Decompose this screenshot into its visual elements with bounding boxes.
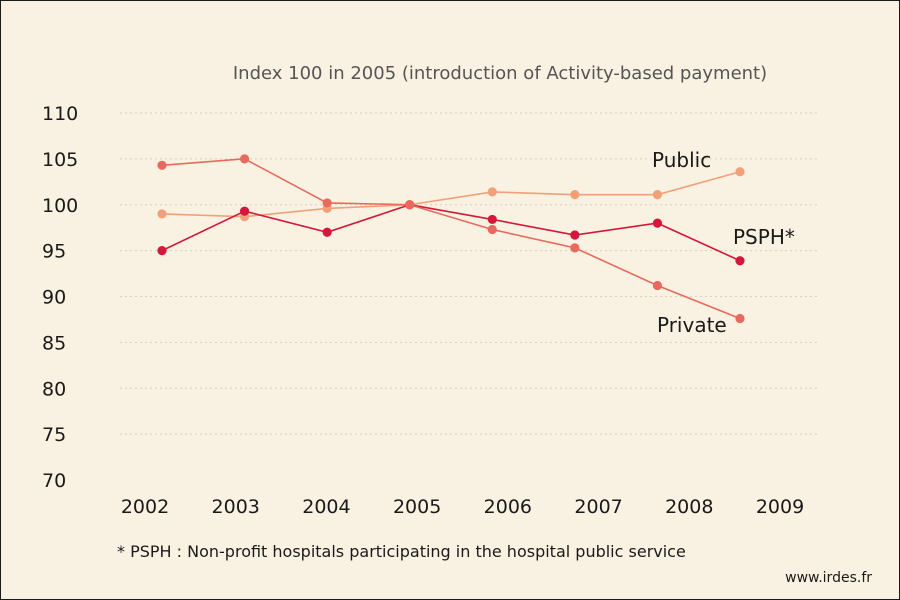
data-point <box>239 154 250 164</box>
y-tick-label: 110 <box>42 103 78 125</box>
x-tick-label: 2003 <box>212 496 260 518</box>
series-label: Public <box>652 148 711 172</box>
x-tick-label: 2006 <box>484 496 532 518</box>
x-tick-label: 2009 <box>756 496 804 518</box>
series-private <box>157 154 745 324</box>
chart-subtitle: Index 100 in 2005 (introduction of Activ… <box>233 63 767 84</box>
x-tick-label: 2007 <box>574 496 622 518</box>
data-point <box>157 160 167 170</box>
x-tick-label: 2004 <box>302 496 350 518</box>
x-tick-label: 2005 <box>393 496 441 518</box>
data-point <box>487 224 497 235</box>
data-point <box>405 200 415 210</box>
y-tick-label: 75 <box>42 424 66 446</box>
data-point <box>570 190 580 200</box>
series-line <box>161 158 741 320</box>
data-point <box>322 198 332 208</box>
data-point <box>735 167 745 177</box>
data-point <box>652 218 663 228</box>
data-point <box>735 256 745 266</box>
data-point <box>735 313 745 324</box>
series-group <box>157 154 745 324</box>
y-axis-ticks: 70 75 80 85 90 95 100 105 110 <box>42 103 78 492</box>
data-point <box>157 209 167 219</box>
y-tick-label: 90 <box>42 287 66 309</box>
y-tick-label: 105 <box>42 149 78 171</box>
series-line <box>161 203 741 262</box>
series-labels: Public PSPH* Private <box>652 148 795 337</box>
series-label: Private <box>657 313 727 337</box>
y-tick-label: 95 <box>42 241 66 263</box>
data-point <box>322 227 332 237</box>
y-tick-label: 100 <box>42 195 78 217</box>
y-tick-label: 80 <box>42 378 66 400</box>
data-point <box>157 246 167 256</box>
source-link[interactable]: www.irdes.fr <box>785 570 872 586</box>
data-point <box>570 243 580 253</box>
y-tick-label: 70 <box>42 470 66 492</box>
data-point <box>652 190 663 200</box>
x-axis-ticks: 2002 2003 2004 2005 2006 2007 2008 2009 <box>121 496 804 518</box>
data-point <box>239 206 250 216</box>
y-tick-label: 85 <box>42 332 66 354</box>
footnote: * PSPH : Non-profit hospitals participat… <box>117 542 686 561</box>
data-point <box>652 280 663 291</box>
series-label: PSPH* <box>733 225 795 249</box>
x-tick-label: 2002 <box>121 496 169 518</box>
data-point <box>487 214 497 225</box>
data-point <box>570 230 580 240</box>
data-point <box>487 187 497 197</box>
series-psph <box>157 200 745 266</box>
x-tick-label: 2008 <box>665 496 713 518</box>
